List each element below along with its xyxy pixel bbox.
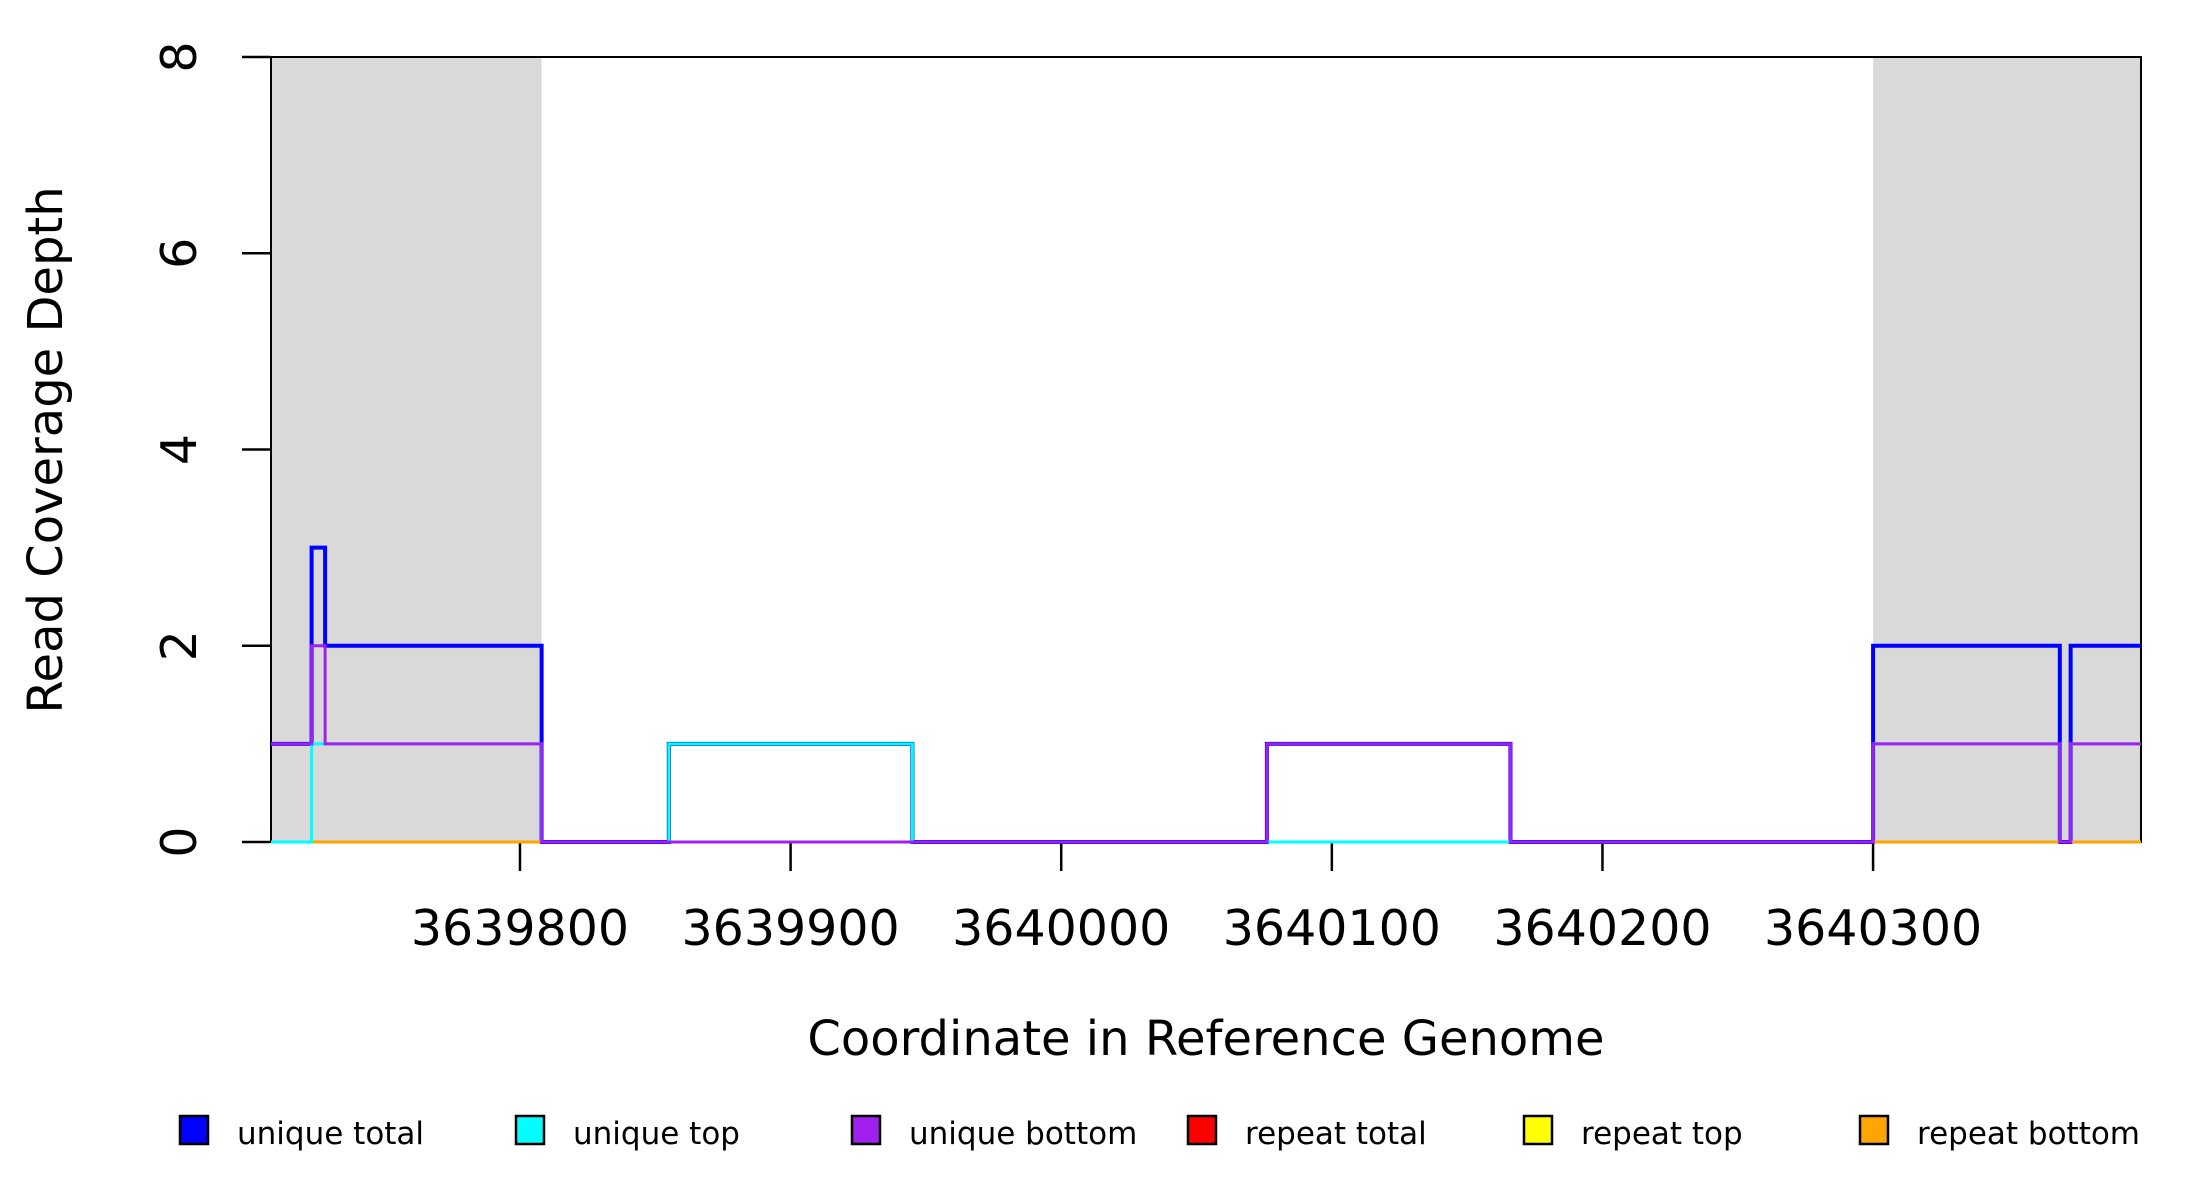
x-tick-label: 3640200 [1493,900,1711,957]
series-line-unique-total [271,545,2141,844]
legend-swatch-unique-top [514,1114,546,1146]
legend-label-repeat-bottom: repeat bottom [1917,1116,2140,1152]
y-tick-label: 8 [151,41,208,72]
shaded-region [1873,57,2141,842]
x-tick-label: 3639900 [681,900,899,957]
legend-label-repeat-top: repeat top [1581,1116,1743,1152]
legend-swatch-repeat-top [1522,1114,1554,1146]
x-tick-label: 3639800 [411,900,629,957]
series-line-unique-bottom [271,644,2141,844]
legend-swatch-repeat-total [1186,1114,1218,1146]
legend-swatch-unique-bottom [850,1114,882,1146]
x-tick-label: 3640100 [1223,900,1441,957]
legend-swatch-unique-total [178,1114,210,1146]
plot-area: 3639800 3639900 3640000 3640100 3640200 36403… [151,41,2142,1152]
plot-border [270,56,2142,843]
x-tick-label: 3640300 [1764,900,1982,957]
y-tick-label: 0 [151,826,208,857]
y-tick-label: 4 [151,434,208,465]
x-axis-title: Coordinate in Reference Genome [807,1011,1604,1067]
legend-swatch-repeat-bottom [1858,1114,1890,1146]
legend-label-unique-bottom: unique bottom [909,1116,1137,1152]
series-line-unique-top [271,742,2141,844]
y-tick-label: 2 [151,630,208,661]
legend-label-unique-top: unique top [573,1116,740,1152]
shaded-region [271,57,542,842]
legend-label-repeat-total: repeat total [1245,1116,1427,1152]
y-axis-title: Read Coverage Depth [18,186,74,713]
y-tick-label: 6 [151,238,208,269]
x-tick-label: 3640000 [952,900,1170,957]
legend-label-unique-total: unique total [237,1116,424,1152]
